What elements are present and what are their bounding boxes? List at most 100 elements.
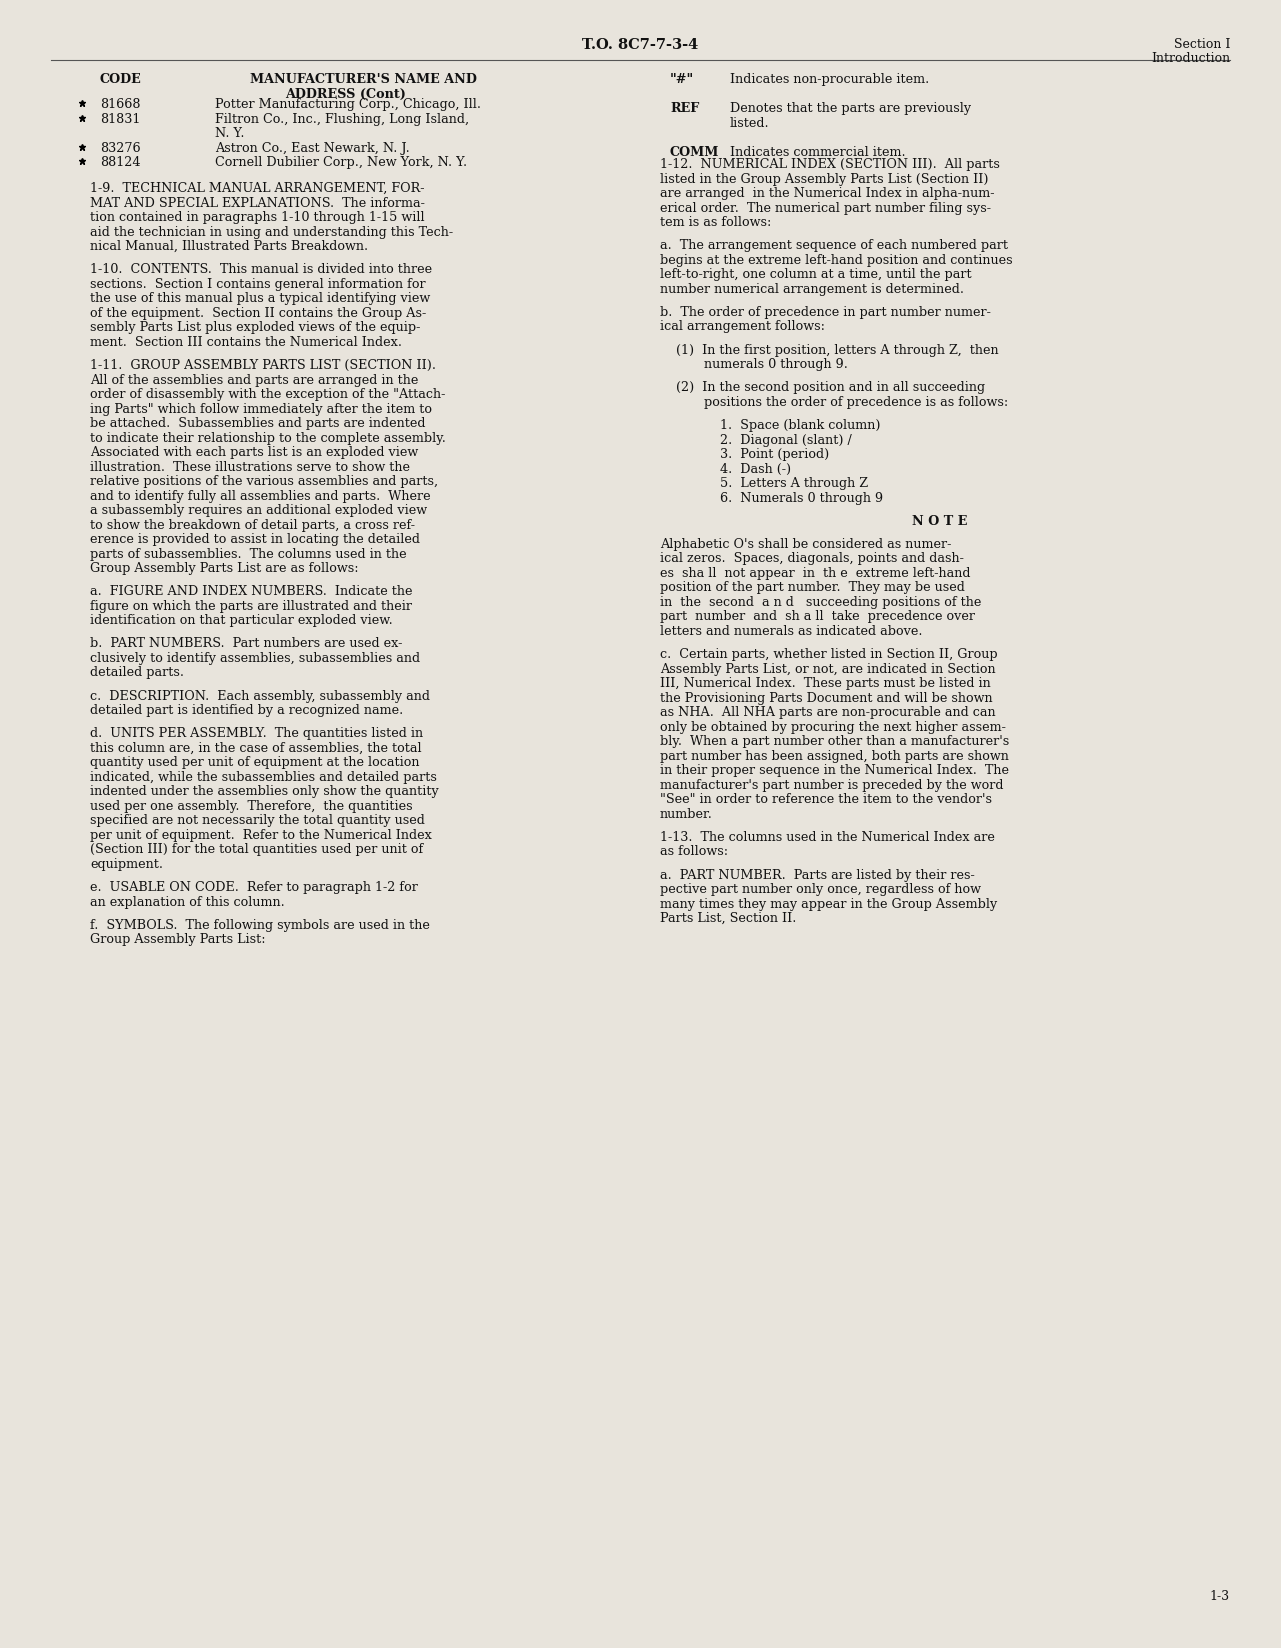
Text: III, Numerical Index.  These parts must be listed in: III, Numerical Index. These parts must b…: [660, 677, 990, 691]
Text: an explanation of this column.: an explanation of this column.: [90, 895, 284, 908]
Text: a.  FIGURE AND INDEX NUMBERS.  Indicate the: a. FIGURE AND INDEX NUMBERS. Indicate th…: [90, 585, 412, 598]
Text: per unit of equipment.  Refer to the Numerical Index: per unit of equipment. Refer to the Nume…: [90, 829, 432, 842]
Text: b.  PART NUMBERS.  Part numbers are used ex-: b. PART NUMBERS. Part numbers are used e…: [90, 638, 402, 651]
Text: (2)  In the second position and in all succeeding: (2) In the second position and in all su…: [660, 381, 985, 394]
Text: Introduction: Introduction: [1150, 53, 1230, 64]
Text: as follows:: as follows:: [660, 845, 728, 859]
Text: "See" in order to reference the item to the vendor's: "See" in order to reference the item to …: [660, 793, 991, 806]
Text: sembly Parts List plus exploded views of the equip-: sembly Parts List plus exploded views of…: [90, 321, 420, 335]
Text: (Section III) for the total quantities used per unit of: (Section III) for the total quantities u…: [90, 844, 423, 857]
Text: ADDRESS (Cont): ADDRESS (Cont): [284, 87, 406, 101]
Text: Alphabetic O's shall be considered as numer-: Alphabetic O's shall be considered as nu…: [660, 537, 952, 550]
Text: Associated with each parts list is an exploded view: Associated with each parts list is an ex…: [90, 447, 419, 460]
Text: ing Parts" which follow immediately after the item to: ing Parts" which follow immediately afte…: [90, 402, 432, 415]
Text: 3.  Point (period): 3. Point (period): [660, 448, 829, 461]
Text: d.  UNITS PER ASSEMBLY.  The quantities listed in: d. UNITS PER ASSEMBLY. The quantities li…: [90, 727, 423, 740]
Text: position of the part number.  They may be used: position of the part number. They may be…: [660, 582, 965, 595]
Text: equipment.: equipment.: [90, 859, 163, 870]
Text: bly.  When a part number other than a manufacturer's: bly. When a part number other than a man…: [660, 735, 1009, 748]
Text: ment.  Section III contains the Numerical Index.: ment. Section III contains the Numerical…: [90, 336, 402, 349]
Text: Cornell Dubilier Corp., New York, N. Y.: Cornell Dubilier Corp., New York, N. Y.: [215, 157, 468, 170]
Text: COMM: COMM: [670, 145, 720, 158]
Text: nical Manual, Illustrated Parts Breakdown.: nical Manual, Illustrated Parts Breakdow…: [90, 241, 368, 254]
Text: 2.  Diagonal (slant) /: 2. Diagonal (slant) /: [660, 433, 852, 447]
Text: letters and numerals as indicated above.: letters and numerals as indicated above.: [660, 625, 922, 638]
Text: this column are, in the case of assemblies, the total: this column are, in the case of assembli…: [90, 742, 421, 755]
Text: a subassembly requires an additional exploded view: a subassembly requires an additional exp…: [90, 504, 427, 517]
Text: only be obtained by procuring the next higher assem-: only be obtained by procuring the next h…: [660, 720, 1006, 733]
Text: detailed part is identified by a recognized name.: detailed part is identified by a recogni…: [90, 704, 404, 717]
Text: ical zeros.  Spaces, diagonals, points and dash-: ical zeros. Spaces, diagonals, points an…: [660, 552, 963, 565]
Text: 81668: 81668: [100, 97, 141, 110]
Text: figure on which the parts are illustrated and their: figure on which the parts are illustrate…: [90, 600, 412, 613]
Text: c.  DESCRIPTION.  Each assembly, subassembly and: c. DESCRIPTION. Each assembly, subassemb…: [90, 689, 430, 702]
Text: 1-12.  NUMERICAL INDEX (SECTION III).  All parts: 1-12. NUMERICAL INDEX (SECTION III). All…: [660, 158, 1000, 171]
Text: f.  SYMBOLS.  The following symbols are used in the: f. SYMBOLS. The following symbols are us…: [90, 918, 430, 931]
Text: 83276: 83276: [100, 142, 141, 155]
Text: listed in the Group Assembly Parts List (Section II): listed in the Group Assembly Parts List …: [660, 173, 989, 186]
Text: Group Assembly Parts List are as follows:: Group Assembly Parts List are as follows…: [90, 562, 359, 575]
Text: MANUFACTURER'S NAME AND: MANUFACTURER'S NAME AND: [250, 73, 477, 86]
Text: the use of this manual plus a typical identifying view: the use of this manual plus a typical id…: [90, 292, 430, 305]
Text: Assembly Parts List, or not, are indicated in Section: Assembly Parts List, or not, are indicat…: [660, 662, 995, 676]
Text: pective part number only once, regardless of how: pective part number only once, regardles…: [660, 883, 981, 897]
Text: number.: number.: [660, 808, 712, 821]
Text: b.  The order of precedence in part number numer-: b. The order of precedence in part numbe…: [660, 307, 991, 320]
Text: Group Assembly Parts List:: Group Assembly Parts List:: [90, 933, 265, 946]
Text: a.  The arrangement sequence of each numbered part: a. The arrangement sequence of each numb…: [660, 239, 1008, 252]
Text: to show the breakdown of detail parts, a cross ref-: to show the breakdown of detail parts, a…: [90, 519, 415, 532]
Text: Indicates commercial item.: Indicates commercial item.: [730, 145, 906, 158]
Text: erical order.  The numerical part number filing sys-: erical order. The numerical part number …: [660, 201, 991, 214]
Text: All of the assemblies and parts are arranged in the: All of the assemblies and parts are arra…: [90, 374, 419, 387]
Text: a.  PART NUMBER.  Parts are listed by their res-: a. PART NUMBER. Parts are listed by thei…: [660, 868, 975, 882]
Text: Astron Co., East Newark, N. J.: Astron Co., East Newark, N. J.: [215, 142, 410, 155]
Text: in  the  second  a n d   succeeding positions of the: in the second a n d succeeding positions…: [660, 597, 981, 608]
Text: positions the order of precedence is as follows:: positions the order of precedence is as …: [660, 396, 1008, 409]
Text: manufacturer's part number is preceded by the word: manufacturer's part number is preceded b…: [660, 778, 1003, 791]
Text: to indicate their relationship to the complete assembly.: to indicate their relationship to the co…: [90, 432, 446, 445]
Text: Potter Manufacturing Corp., Chicago, Ill.: Potter Manufacturing Corp., Chicago, Ill…: [215, 97, 480, 110]
Text: sections.  Section I contains general information for: sections. Section I contains general inf…: [90, 279, 425, 290]
Text: parts of subassemblies.  The columns used in the: parts of subassemblies. The columns used…: [90, 547, 406, 560]
Text: CODE: CODE: [100, 73, 142, 86]
Text: 88124: 88124: [100, 157, 141, 170]
Text: "#": "#": [670, 73, 694, 86]
Text: indented under the assemblies only show the quantity: indented under the assemblies only show …: [90, 786, 439, 798]
Text: relative positions of the various assemblies and parts,: relative positions of the various assemb…: [90, 475, 438, 488]
Text: of the equipment.  Section II contains the Group As-: of the equipment. Section II contains th…: [90, 307, 427, 320]
Text: 4.  Dash (-): 4. Dash (-): [660, 463, 792, 476]
Text: begins at the extreme left-hand position and continues: begins at the extreme left-hand position…: [660, 254, 1012, 267]
Text: aid the technician in using and understanding this Tech-: aid the technician in using and understa…: [90, 226, 453, 239]
Text: are arranged  in the Numerical Index in alpha-num-: are arranged in the Numerical Index in a…: [660, 186, 994, 199]
Text: the Provisioning Parts Document and will be shown: the Provisioning Parts Document and will…: [660, 692, 993, 705]
Text: 6.  Numerals 0 through 9: 6. Numerals 0 through 9: [660, 491, 883, 504]
Text: number numerical arrangement is determined.: number numerical arrangement is determin…: [660, 283, 965, 295]
Text: used per one assembly.  Therefore,  the quantities: used per one assembly. Therefore, the qu…: [90, 799, 412, 812]
Text: REF: REF: [670, 102, 699, 115]
Text: numerals 0 through 9.: numerals 0 through 9.: [660, 358, 848, 371]
Text: 1-13.  The columns used in the Numerical Index are: 1-13. The columns used in the Numerical …: [660, 831, 995, 844]
Text: N. Y.: N. Y.: [215, 127, 245, 140]
Text: 81831: 81831: [100, 112, 141, 125]
Text: 1-9.  TECHNICAL MANUAL ARRANGEMENT, FOR-: 1-9. TECHNICAL MANUAL ARRANGEMENT, FOR-: [90, 181, 424, 194]
Text: and to identify fully all assemblies and parts.  Where: and to identify fully all assemblies and…: [90, 489, 430, 503]
Text: Section I: Section I: [1173, 38, 1230, 51]
Text: as NHA.  All NHA parts are non-procurable and can: as NHA. All NHA parts are non-procurable…: [660, 705, 995, 719]
Text: many times they may appear in the Group Assembly: many times they may appear in the Group …: [660, 898, 997, 910]
Text: part number has been assigned, both parts are shown: part number has been assigned, both part…: [660, 750, 1009, 763]
Text: indicated, while the subassemblies and detailed parts: indicated, while the subassemblies and d…: [90, 771, 437, 784]
Text: Parts List, Section II.: Parts List, Section II.: [660, 911, 797, 925]
Text: 1-3: 1-3: [1209, 1590, 1230, 1604]
Text: erence is provided to assist in locating the detailed: erence is provided to assist in locating…: [90, 532, 420, 545]
Text: left-to-right, one column at a time, until the part: left-to-right, one column at a time, unt…: [660, 269, 971, 282]
Text: 1-11.  GROUP ASSEMBLY PARTS LIST (SECTION II).: 1-11. GROUP ASSEMBLY PARTS LIST (SECTION…: [90, 359, 436, 372]
Text: N O T E: N O T E: [912, 514, 967, 527]
Text: 1-10.  CONTENTS.  This manual is divided into three: 1-10. CONTENTS. This manual is divided i…: [90, 264, 432, 277]
Text: MAT AND SPECIAL EXPLANATIONS.  The informa-: MAT AND SPECIAL EXPLANATIONS. The inform…: [90, 196, 425, 209]
Text: T.O. 8C7-7-3-4: T.O. 8C7-7-3-4: [582, 38, 698, 53]
Text: order of disassembly with the exception of the "Attach-: order of disassembly with the exception …: [90, 387, 446, 400]
Text: be attached.  Subassemblies and parts are indented: be attached. Subassemblies and parts are…: [90, 417, 425, 430]
Text: identification on that particular exploded view.: identification on that particular explod…: [90, 615, 393, 628]
Text: detailed parts.: detailed parts.: [90, 666, 184, 679]
Text: in their proper sequence in the Numerical Index.  The: in their proper sequence in the Numerica…: [660, 765, 1009, 778]
